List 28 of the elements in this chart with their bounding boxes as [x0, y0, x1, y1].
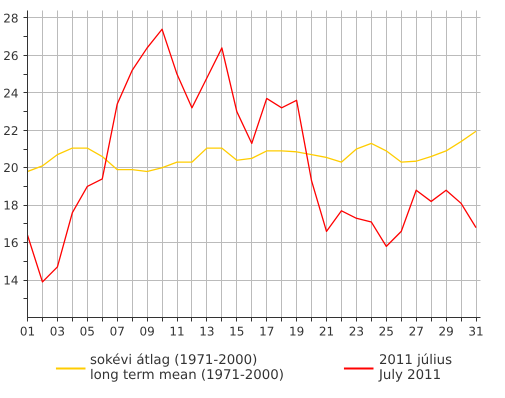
- x-tick-label: 13: [199, 324, 215, 338]
- y-tick-label: 16: [3, 236, 19, 250]
- x-tick-label: 15: [229, 324, 244, 338]
- x-tick-label: 19: [288, 324, 304, 338]
- y-tick-label: 20: [3, 161, 19, 176]
- x-tick-label: 07: [110, 324, 125, 338]
- x-tick-label: 05: [80, 324, 95, 338]
- y-tick-label: 22: [3, 124, 19, 138]
- x-tick-label: 21: [318, 324, 334, 338]
- y-tick-label: 24: [3, 86, 19, 100]
- x-tick-label: 31: [468, 324, 484, 338]
- x-tick-label: 09: [139, 324, 155, 338]
- y-tick-label: 18: [3, 198, 19, 213]
- y-tick-label: 28: [3, 11, 19, 26]
- line-series: [28, 28, 477, 283]
- y-tick-label: 14: [3, 274, 19, 288]
- x-tick-label: 17: [259, 324, 274, 338]
- y-tick-label: 26: [3, 48, 19, 63]
- x-tick-label: 29: [438, 324, 454, 338]
- x-tick-label: 11: [169, 324, 185, 338]
- x-tick-label: 23: [348, 324, 364, 338]
- x-tick-label: 01: [20, 324, 36, 338]
- line-series: [28, 130, 477, 172]
- legend-label: 2011 július July 2011: [378, 353, 452, 383]
- legend-label: sokévi átlag (1971-2000) long term mean (1971-2000): [90, 353, 284, 383]
- x-tick-label: 27: [408, 324, 424, 338]
- x-tick-label: 25: [378, 324, 394, 338]
- x-tick-label: 03: [50, 324, 66, 338]
